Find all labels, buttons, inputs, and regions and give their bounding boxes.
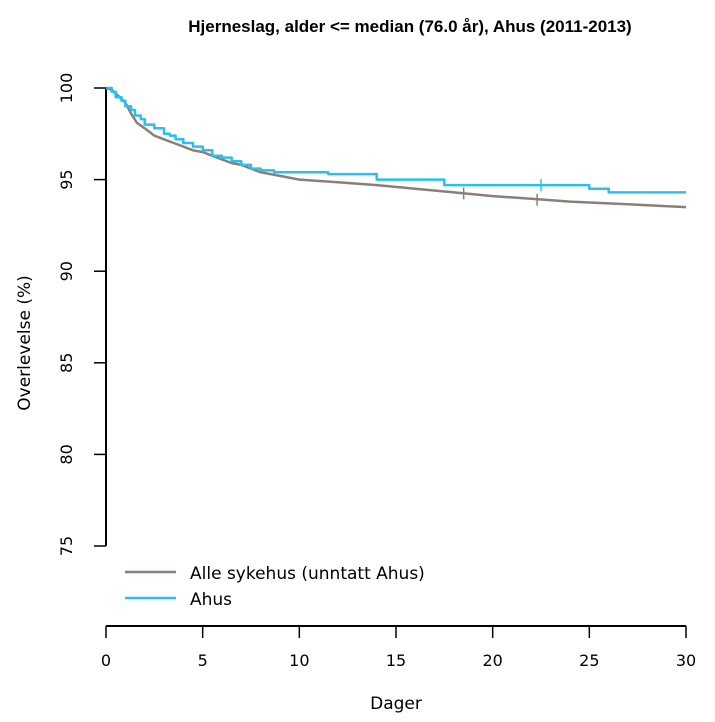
series-line-1 [106, 86, 686, 194]
y-tick-label: 95 [57, 169, 76, 189]
x-axis-label: Dager [370, 694, 422, 714]
x-tick-label: 5 [198, 651, 208, 670]
x-tick-label: 15 [386, 651, 406, 670]
x-tick-label: 30 [676, 651, 696, 670]
chart-title: Hjerneslag, alder <= median (76.0 år), A… [188, 17, 631, 36]
x-tick-label: 25 [579, 651, 599, 670]
x-axis-ticks: 0 5 10 15 20 25 30 [101, 626, 696, 670]
y-axis-label: Overlevelse (%) [15, 275, 35, 410]
x-tick-label: 20 [482, 651, 502, 670]
series-line-0 [105, 86, 687, 209]
legend-label-all-hospitals: Alle sykehus (unntatt Ahus) [190, 564, 425, 584]
x-tick-label: 0 [101, 651, 111, 670]
y-tick-label: 100 [57, 73, 76, 104]
y-axis-ticks: 75 80 85 90 95 100 [57, 73, 106, 556]
y-tick-label: 85 [57, 353, 76, 373]
y-tick-label: 75 [57, 536, 76, 556]
y-tick-label: 80 [57, 444, 76, 464]
series-group [105, 86, 687, 209]
x-tick-label: 10 [289, 651, 309, 670]
legend-label-ahus: Ahus [190, 590, 232, 610]
y-tick-label: 90 [57, 261, 76, 281]
legend: Alle sykehus (unntatt Ahus) Ahus [125, 564, 425, 610]
